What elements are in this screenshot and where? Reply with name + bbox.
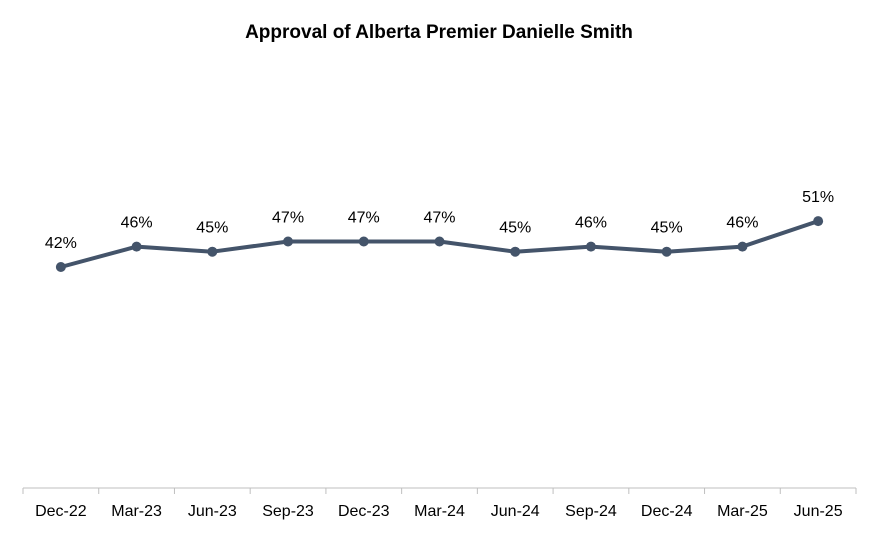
- x-tick-label: Mar-25: [717, 503, 768, 520]
- data-point: [510, 246, 521, 257]
- x-tick-label: Jun-24: [491, 503, 540, 520]
- data-label: 46%: [726, 215, 758, 232]
- data-label: 47%: [423, 210, 455, 227]
- data-point: [55, 262, 66, 272]
- data-point: [737, 241, 748, 252]
- chart-title: Approval of Alberta Premier Danielle Smi…: [245, 22, 633, 43]
- data-point: [358, 236, 369, 247]
- data-label: 46%: [121, 215, 153, 232]
- data-label: 45%: [499, 220, 531, 237]
- data-points: [55, 216, 824, 272]
- data-label: 45%: [651, 220, 683, 237]
- data-point: [661, 246, 672, 257]
- data-label: 46%: [575, 215, 607, 232]
- x-tick-labels: Dec-22 Mar-23 Jun-23 Sep-23 Dec-23 Mar-24 Jun-…: [35, 503, 843, 520]
- data-labels: 42% 46% 45% 47% 47% 47% 45% 46% 45% 46% 51%: [45, 189, 834, 252]
- x-tick-label: Dec-23: [338, 503, 390, 520]
- data-label: 42%: [45, 235, 77, 252]
- data-label: 45%: [196, 220, 228, 237]
- x-tick-label: Sep-24: [565, 503, 617, 520]
- data-label: 47%: [348, 210, 380, 227]
- x-tick-label: Jun-25: [794, 503, 843, 520]
- x-axis: [22, 487, 857, 494]
- data-point: [207, 246, 218, 257]
- data-point: [585, 241, 596, 252]
- data-label: 47%: [272, 210, 304, 227]
- x-tick-label: Dec-24: [641, 503, 693, 520]
- x-tick-label: Sep-23: [262, 503, 314, 520]
- data-point: [283, 236, 294, 247]
- x-tick-label: Mar-24: [414, 503, 465, 520]
- data-point: [813, 216, 824, 227]
- data-point: [131, 241, 142, 252]
- data-point: [434, 236, 445, 247]
- x-tick-label: Mar-23: [111, 503, 162, 520]
- x-tick-label: Jun-23: [188, 503, 237, 520]
- x-tick-label: Dec-22: [35, 503, 87, 520]
- data-label: 51%: [802, 189, 834, 206]
